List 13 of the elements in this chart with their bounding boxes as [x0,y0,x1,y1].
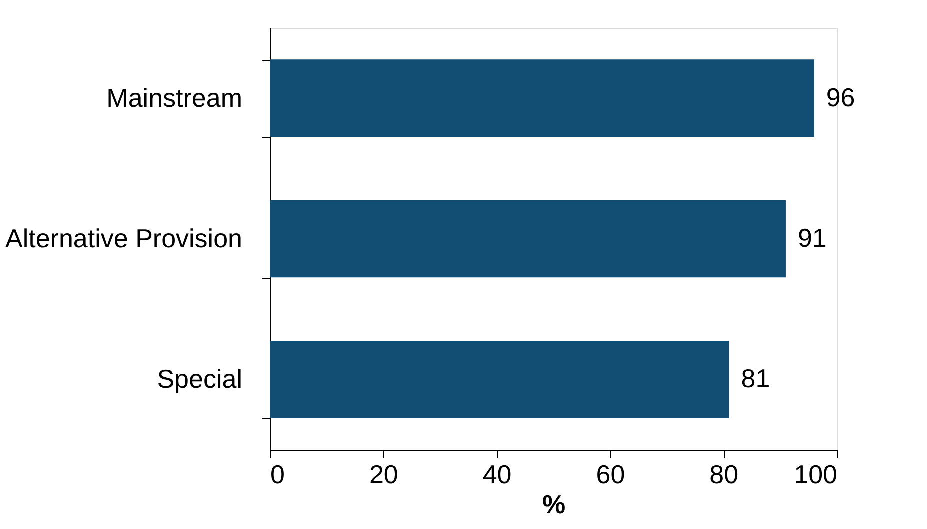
x-tick-label: 0 [270,460,285,490]
y-tick-label: Special [157,364,242,394]
y-tick-label: Mainstream [106,82,242,113]
data-label: 91 [798,223,827,253]
x-tick-label: 80 [710,460,739,490]
data-label: 96 [826,82,856,112]
x-axis-title: % [542,490,566,520]
x-tick-label: 40 [482,460,512,490]
x-tick-label: 20 [369,460,398,490]
x-tick-label: 60 [596,460,626,490]
data-label: 81 [741,364,770,394]
x-tick-label: 100 [794,460,838,490]
y-tick-label: Alternative Provision [6,224,242,254]
